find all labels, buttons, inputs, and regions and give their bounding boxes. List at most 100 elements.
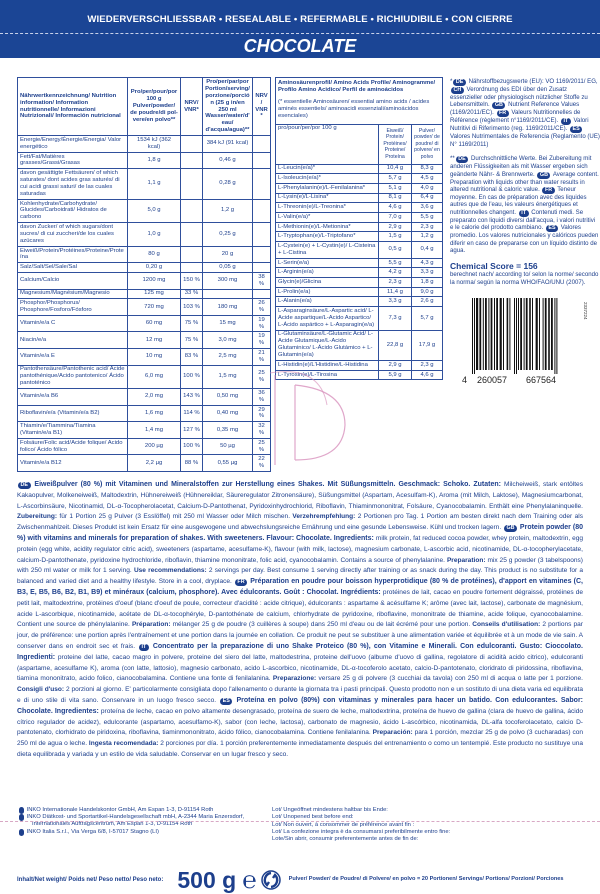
nutrition-row: Vitamin/e/a E 10 mg 83 % 2,5 mg 21 % (17, 347, 271, 366)
nutrient-value: 1,1 g (127, 168, 181, 200)
ingredients-body: 2 porzioni al giorno. E' particolarmente… (17, 686, 583, 704)
chemical-score: Chemical Score = 156 (450, 261, 538, 272)
lang-badge-de: DE (8, 806, 24, 814)
barcode-bar (509, 298, 511, 371)
nutrient-value: 12 mg (127, 331, 181, 349)
amino-row: L-Histidin(e)/L'Histidine/L-Histidina 2,9… (275, 359, 443, 371)
amino-value: 2,9 g (378, 359, 412, 371)
nutrient-value: 1534 kJ (362 kcal) (127, 135, 181, 153)
estimated-sign-icon: ℮ (242, 865, 257, 894)
nutrient-label: Phosphor/Phosphorus/ Phosphore/Fosforo/F… (17, 298, 128, 316)
amino-label: L-Asparaginsäure/L-Aspartic acid/ L-Acid… (275, 306, 379, 331)
nutrient-value: 6,0 mg (127, 364, 181, 390)
address-text: INKO Internationale Handelskontor GmbH, … (25, 806, 214, 813)
lang-badge-de: DE (453, 79, 466, 86)
nutrient-value: 5,0 g (127, 198, 181, 224)
ingredients-label: Conseils d'utilisation: (472, 621, 543, 629)
nutrient-value (180, 222, 203, 247)
ingredients-label: Ingesta recomendada: (88, 740, 161, 748)
amino-label: L-Serin(e/a) (275, 257, 379, 269)
footnote-text: Teneur moyenne. En cas de préparation av… (450, 186, 587, 216)
barcode-bar (523, 298, 525, 371)
amino-value: 6,4 g (411, 192, 443, 204)
nutrient-value (252, 151, 271, 170)
nutrient-value: 1200 mg (127, 271, 181, 290)
lang-badge-it: IT (8, 828, 24, 836)
amino-label: L-Methionin(e)/L-Metionina* (275, 221, 379, 233)
nutrient-value: 21 % (252, 347, 271, 366)
nutrition-row: Vitamin/e/a B12 2,2 µg 88 % 0,55 µg 22 % (17, 454, 271, 473)
amino-value: 5,5 g (411, 211, 443, 223)
ingredients-body: versare 25 g di polvere (3 cucchiai da t… (318, 675, 584, 683)
barcode-right-digits: 667564 (526, 375, 556, 384)
nutrient-value: 19 % (252, 331, 271, 349)
barcode-bar (532, 298, 533, 371)
lot-line: Lote/Sin abrir, consumir preferentemente… (272, 836, 419, 843)
nutrient-value (202, 288, 253, 300)
nutrient-label: Salz/Salt/Sel/Sale/Sal (17, 262, 128, 273)
ingredients-label: Verzehrempfehlung: (292, 513, 358, 521)
nutrition-header-portion: Pro/per/par/por Portion/serving/ porzion… (202, 76, 253, 137)
nutrient-value (252, 135, 271, 153)
nutrient-label: Folsäure/Folic acid/Acide folique/ Acido… (17, 437, 128, 456)
barcode-bar (542, 298, 544, 371)
amino-value: 5,7 g (378, 173, 412, 184)
nutrient-label: Fett/Fat/Matières grasses/Grassi/Grasas (17, 151, 128, 170)
amino-col-protein: Eiweiß/ Protein/ Protéines/ Proteine/ Pr… (378, 123, 412, 165)
net-weight-label: Inhalt/Net weight/ Poids net/ Peso netto… (17, 876, 164, 883)
ingredients-body: 2 portions par jour, de préférence: une … (17, 621, 583, 650)
ingredients-title: Eiweißpulver (80 %) mit Vitaminen und Mi… (34, 481, 505, 489)
ingredients-label: Preparazione: (272, 675, 319, 683)
net-weight-row: Inhalt/Net weight/ Poids net/ Peso netto… (17, 866, 592, 894)
barcode-bar (503, 298, 504, 371)
amino-label: L-Valin(e/a)* (275, 211, 379, 223)
nutrition-row: Pantothensäure/Pantothenic acid/ Acide p… (17, 364, 271, 390)
nutrient-value: 1,8 g (127, 151, 181, 170)
nutrition-row: davon Zucker/ of which sugars/dont sucre… (17, 222, 271, 247)
footnote-text: Valori Nutritivi di Riferimento (reg. 11… (450, 117, 589, 133)
barcode-bar (551, 298, 553, 371)
address-line: DE INKO Internationale Handelskontor Gmb… (8, 806, 263, 814)
footnote-text: Verordnung des EDI über den Zusatz essen… (450, 86, 588, 109)
nutrient-value: 114 % (180, 404, 203, 423)
barcode-bar (548, 298, 550, 371)
amino-label: L-Isoleucin(e/a)* (275, 173, 379, 184)
lot-line: Lot/ Non ouvert, à consommer de préféren… (272, 821, 415, 828)
nutrient-value: 2,5 mg (202, 347, 253, 366)
footnote-text: Contenuti medi. Se preparato con liquidi… (450, 208, 596, 232)
nutrient-value: 20 g (202, 245, 253, 264)
lang-badge-gb: GB (503, 525, 518, 533)
nutrient-value: 0,55 µg (202, 454, 253, 473)
lang-badge-es: ES (220, 697, 233, 705)
amino-value: 10,4 g (378, 163, 412, 175)
barcode: 4 260057 667564 2337224 (462, 298, 588, 384)
ingredients-label: Use recommendations: (133, 567, 209, 575)
amino-value: 9,0 g (411, 286, 443, 298)
nutrient-label: Kohlenhydrate/Carbohydrate/ Glucides/Car… (17, 198, 128, 224)
nutrient-value: 19 % (252, 314, 271, 333)
address-lot-row: DE INKO Internationale Handelskontor Gmb… (8, 806, 583, 844)
amino-row: L-Arginin(e/a) 4,2 g 3,3 g (275, 267, 443, 278)
barcode-bar (494, 298, 495, 371)
barcode-bar (556, 298, 558, 375)
amino-value: 11,4 g (378, 286, 412, 298)
ingredients-body: 2 porciones por día. 1 porción preferent… (17, 740, 583, 758)
amino-value: 8,3 g (411, 163, 443, 175)
ingredients-label: Preparation: (446, 556, 488, 564)
amino-row: L-Cystein(e) + L-Cystin(e)/ L-Cisteina +… (275, 241, 443, 259)
nutrition-row: Vitamin/e/a B6 2,0 mg 143 % 0,50 mg 36 % (17, 388, 271, 406)
nutrient-value: 180 mg (202, 298, 253, 316)
nutrient-value: 75 % (180, 331, 203, 349)
nutrient-value: 384 kJ (91 kcal) (202, 135, 253, 153)
footnotes-column: * DE Nährstoffbezugswerte (EU): VO 1169/2… (450, 77, 600, 384)
amino-row: L-Phenylalanin(e)/L-Fenilalanina* 5,1 g 4,… (275, 182, 443, 194)
amino-value: 5,1 g (378, 182, 412, 194)
nutrition-row: Magnesium/Magnésium/Magnesio 125 mg 33 % (17, 288, 271, 300)
amino-value: 1,2 g (411, 231, 443, 243)
amino-label: L-Threonin(e)/L-Treonina* (275, 202, 379, 213)
amino-row: L-Prolin(e/a) 11,4 g 9,0 g (275, 286, 443, 298)
nutrient-value: 83 % (180, 347, 203, 366)
nutrition-row: Eiweiß/Protein/Protéines/Proteine/Proteí… (17, 245, 271, 264)
barcode-bar (476, 298, 479, 371)
amino-value: 5,5 g (378, 257, 412, 269)
